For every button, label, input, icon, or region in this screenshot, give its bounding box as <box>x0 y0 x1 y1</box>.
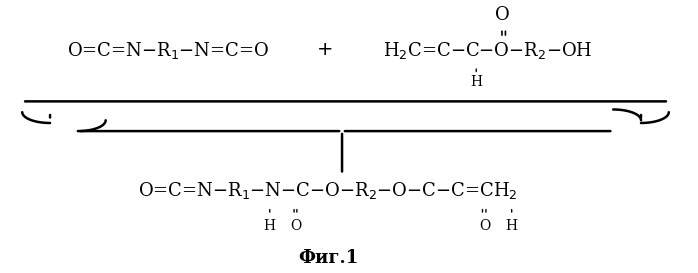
Text: O: O <box>495 6 510 24</box>
Text: O=C=N$-$R$_1$$-$N=C=O: O=C=N$-$R$_1$$-$N=C=O <box>67 40 269 61</box>
Text: H: H <box>505 219 518 233</box>
Text: O: O <box>479 219 490 233</box>
Text: H: H <box>264 219 276 233</box>
Text: H: H <box>470 75 482 90</box>
Text: H$_2$C=C$-$C$-$O$-$R$_2$$-$OH: H$_2$C=C$-$C$-$O$-$R$_2$$-$OH <box>383 40 593 61</box>
Text: O: O <box>290 219 301 233</box>
Text: O=C=N$-$R$_1$$-$N$-$C$-$O$-$R$_2$$-$O$-$C$-$C=CH$_2$: O=C=N$-$R$_1$$-$N$-$C$-$O$-$R$_2$$-$O$-$… <box>138 180 518 201</box>
Text: $+$: $+$ <box>316 41 333 59</box>
Text: Фиг.1: Фиг.1 <box>298 249 358 267</box>
